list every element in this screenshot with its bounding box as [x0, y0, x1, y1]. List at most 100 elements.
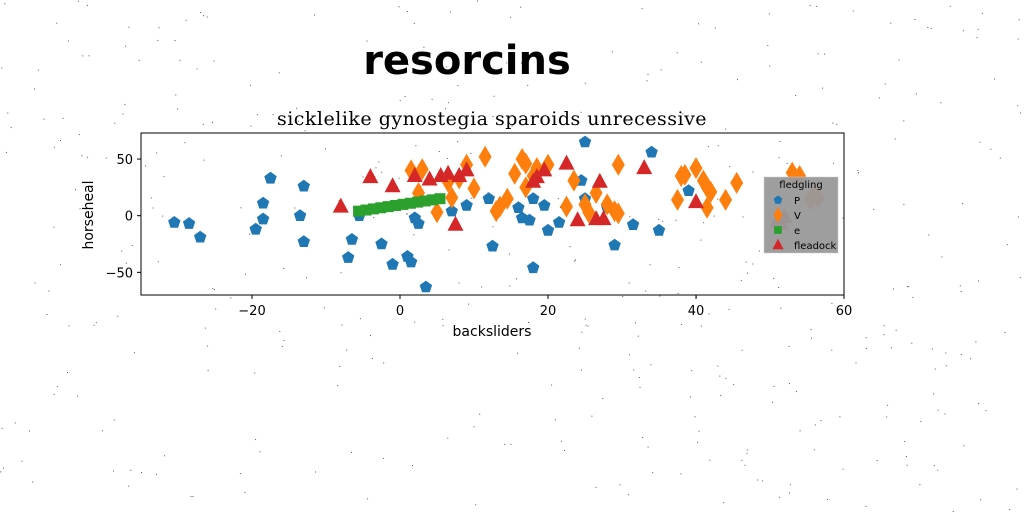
point-v [478, 145, 492, 168]
speckle [412, 465, 413, 466]
speckle [415, 145, 417, 147]
speckle [915, 93, 917, 95]
point-v [415, 158, 429, 181]
speckle [249, 233, 251, 235]
point-v [689, 157, 703, 180]
speckle [810, 328, 812, 330]
speckle [799, 430, 801, 432]
point-p [293, 209, 307, 221]
speckle [911, 342, 913, 344]
speckle [773, 277, 775, 279]
speckle [509, 285, 511, 287]
point-v [730, 171, 744, 194]
speckle [48, 290, 50, 292]
speckle [554, 419, 556, 421]
speckle [53, 393, 55, 395]
speckle [587, 325, 589, 327]
point-p [168, 216, 181, 228]
speckle [1, 67, 3, 69]
speckle [723, 502, 725, 504]
speckle [768, 13, 770, 15]
speckle [937, 469, 939, 471]
legend-marker-v [773, 207, 783, 223]
speckle [323, 307, 325, 309]
speckle [10, 127, 12, 129]
speckle [574, 260, 576, 262]
speckle [447, 102, 449, 104]
point-e [412, 196, 424, 208]
speckle [959, 285, 961, 287]
speckle [77, 0, 79, 2]
legend-marker-fleadock [772, 238, 784, 250]
speckle [698, 430, 700, 432]
speckle [832, 122, 834, 124]
point-v [445, 186, 459, 209]
speckle [492, 226, 494, 228]
point-p [386, 257, 399, 270]
speckle [1009, 509, 1011, 510]
point-fleadock [688, 193, 704, 209]
speckle [704, 121, 705, 123]
speckle [306, 277, 307, 279]
point-fleadock [406, 167, 423, 183]
speckle [680, 473, 682, 475]
speckle [95, 322, 97, 324]
speckle [202, 123, 204, 125]
speckle [944, 413, 946, 415]
speckle [960, 291, 962, 292]
speckle [745, 261, 747, 263]
speckle [1004, 332, 1006, 334]
speckle [473, 426, 475, 428]
speckle [207, 345, 209, 347]
speckle [413, 22, 415, 24]
speckle [949, 5, 951, 7]
y-tick-label: 50 [116, 153, 133, 168]
point-fleadock [332, 197, 349, 213]
speckle [447, 437, 449, 439]
speckle [338, 200, 340, 202]
speckle [649, 264, 651, 266]
speckle [752, 171, 754, 173]
speckle [398, 6, 400, 8]
speckle [769, 65, 771, 67]
speckle [914, 19, 916, 20]
speckle [212, 288, 214, 289]
point-p [182, 217, 196, 229]
point-v [671, 188, 684, 211]
speckle [527, 84, 529, 86]
axes-frame [140, 132, 845, 296]
point-v [719, 188, 733, 211]
speckle [893, 288, 894, 290]
legend-label-e: e [794, 226, 800, 237]
speckle [5, 151, 7, 153]
point-p [652, 223, 666, 236]
point-fleadock [458, 161, 475, 177]
point-p [527, 261, 540, 274]
point-fleadock [440, 164, 457, 180]
speckle [886, 416, 888, 418]
speckle [423, 46, 425, 48]
speckle [278, 72, 280, 74]
legend-label-fleadock: fleadock [794, 241, 837, 252]
point-p [256, 212, 270, 225]
point-p [264, 171, 277, 184]
point-v [704, 180, 718, 203]
speckle [371, 357, 373, 359]
speckle [930, 28, 932, 30]
speckle [602, 398, 604, 400]
speckle [145, 165, 146, 167]
speckle [927, 27, 929, 28]
speckle [714, 27, 716, 29]
speckle [156, 152, 158, 154]
speckle [340, 272, 342, 274]
point-e [419, 195, 431, 207]
speckle [963, 445, 965, 447]
speckle [560, 440, 562, 442]
speckle [239, 473, 241, 475]
point-v [560, 195, 573, 218]
speckle [904, 441, 906, 442]
speckle [79, 208, 81, 210]
point-v [611, 202, 625, 225]
speckle [510, 443, 512, 445]
speckle [660, 69, 662, 71]
